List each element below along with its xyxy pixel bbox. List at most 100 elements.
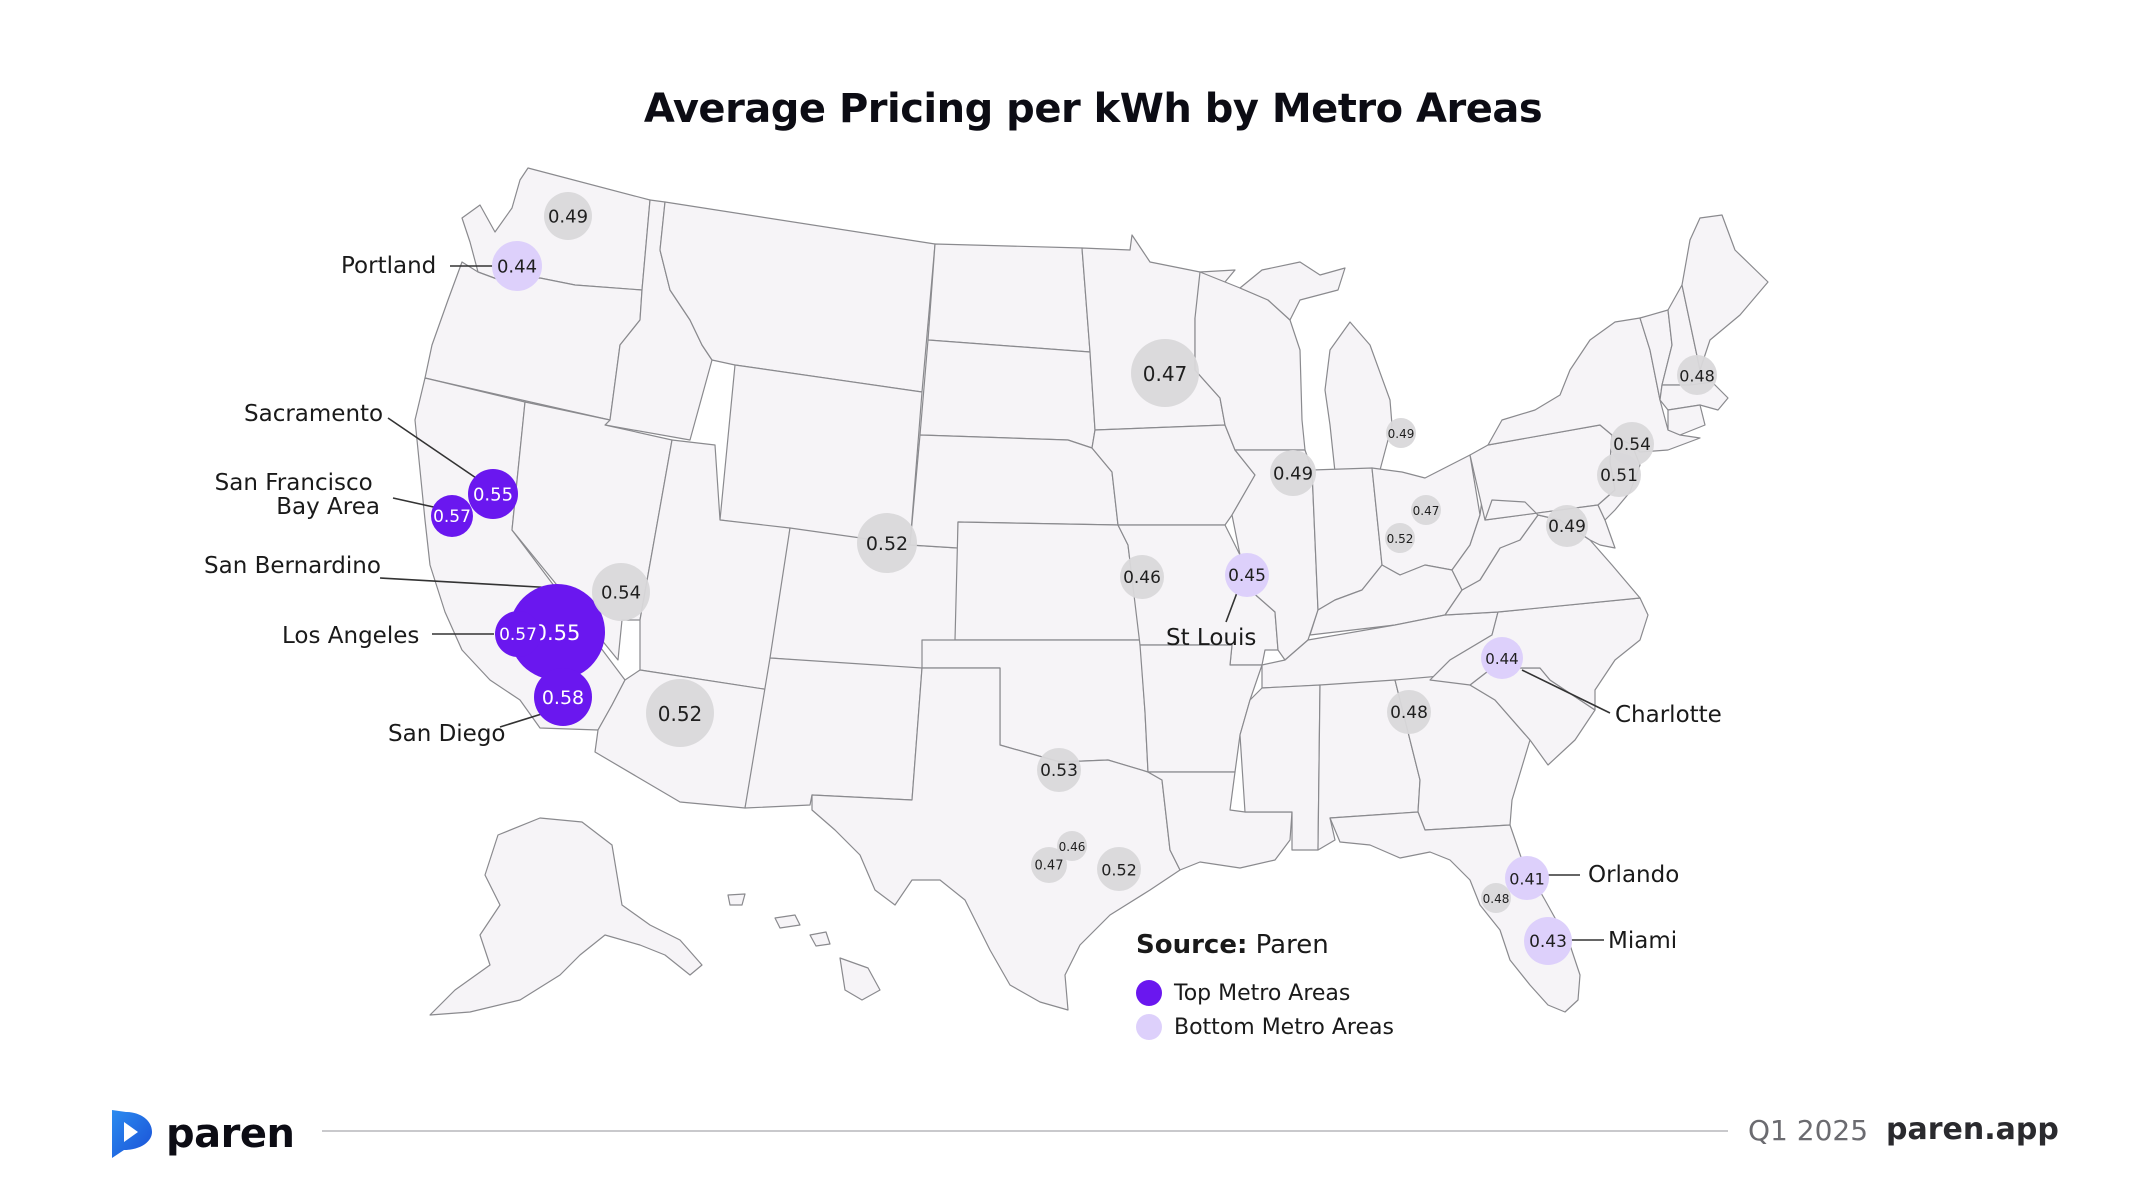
- label-san-diego: San Diego: [388, 721, 506, 747]
- state-louisiana: [1147, 771, 1293, 871]
- bubble-value-san-diego: 0.58: [542, 687, 584, 709]
- legend-top-swatch: [1136, 980, 1162, 1006]
- legend-top-label: Top Metro Areas: [1174, 980, 1351, 1006]
- quarter-label: Q1 2025: [1748, 1114, 1869, 1147]
- bubble-value-los-angeles: 0.57: [499, 625, 537, 645]
- state-michigan: [1239, 261, 1393, 473]
- bubble-value-portland: 0.44: [497, 257, 537, 278]
- bubble-austin: [1057, 831, 1087, 861]
- bubble-las-vegas: [592, 563, 650, 621]
- source-line: Source: Paren: [1136, 930, 1329, 960]
- bubble-portland: [492, 241, 542, 291]
- bubble-value-detroit: 0.49: [1388, 427, 1415, 441]
- bubble-phoenix: [646, 679, 714, 747]
- label-portland: Portland: [341, 253, 436, 279]
- label-sf-bay: San Francisco Bay Area: [215, 470, 380, 520]
- state-kentucky: [1309, 564, 1463, 636]
- state-south-dakota: [919, 339, 1096, 449]
- page-title: Average Pricing per kWh by Metro Areas: [643, 86, 1543, 132]
- bubble-layer: 0.55 0.52 0.47 0.52 0.58 0.54 0.44 0.55 0.49 0.43…: [431, 192, 1717, 965]
- label-san-bernardino: San Bernardino: [204, 553, 381, 579]
- bubble-value-kansas-city: 0.46: [1123, 568, 1161, 588]
- bubble-orlando: [1505, 856, 1549, 900]
- state-alaska: [429, 817, 703, 1016]
- legend-top: Top Metro Areas: [1136, 980, 1350, 1006]
- bubble-value-austin: 0.46: [1059, 840, 1086, 854]
- bubble-value-chicago: 0.49: [1273, 464, 1313, 485]
- bubble-charlotte: [1481, 637, 1523, 679]
- bubble-value-atlanta: 0.48: [1390, 703, 1428, 723]
- bubble-detroit: [1386, 418, 1416, 448]
- bubble-value-boston: 0.48: [1679, 367, 1715, 386]
- brand-name: paren: [166, 1111, 295, 1157]
- state-montana: [659, 201, 936, 393]
- bubble-value-charlotte: 0.44: [1485, 650, 1518, 668]
- bubble-dallas: [1037, 748, 1081, 792]
- bubble-miami: [1524, 917, 1572, 965]
- state-maine: [1681, 214, 1769, 371]
- state-hawaii-3: [774, 914, 801, 929]
- bubble-denver: [857, 513, 917, 573]
- bubble-washington: [1546, 505, 1588, 547]
- bubble-value-minneapolis: 0.47: [1143, 362, 1188, 386]
- label-los-angeles: Los Angeles: [282, 623, 419, 649]
- bubble-value-san-antonio: 0.47: [1035, 859, 1064, 874]
- label-sacramento: Sacramento: [244, 401, 383, 427]
- bubble-seattle: [544, 192, 592, 240]
- bubble-st-louis: [1225, 553, 1269, 597]
- bubble-value-new-york: 0.54: [1613, 435, 1651, 455]
- bubble-value-philadelphia: 0.51: [1600, 466, 1638, 486]
- bubble-los-angeles: [495, 611, 541, 657]
- label-orlando: Orlando: [1588, 862, 1679, 888]
- state-hawaii: [839, 957, 881, 1001]
- leader-charlotte: [1521, 669, 1611, 714]
- bubble-atlanta: [1387, 690, 1431, 734]
- bubble-value-houston: 0.52: [1101, 861, 1137, 880]
- bubble-san-diego: [534, 668, 592, 726]
- bubble-value-miami: 0.43: [1529, 932, 1567, 952]
- bubble-value-columbus: 0.47: [1413, 504, 1440, 518]
- label-sf-bay-line1: San Francisco: [215, 470, 373, 496]
- state-hawaii-4: [727, 893, 746, 906]
- source-value: Paren: [1255, 930, 1329, 960]
- bubble-sf-bay: [431, 495, 473, 537]
- label-charlotte: Charlotte: [1615, 702, 1722, 728]
- leader-sf-bay: [392, 497, 439, 509]
- bubble-minneapolis: [1131, 339, 1199, 407]
- leader-sacramento: [387, 417, 480, 481]
- bubble-philadelphia: [1597, 453, 1641, 497]
- footer-divider: [322, 1130, 1728, 1132]
- state-new-mexico: [744, 657, 923, 809]
- label-miami: Miami: [1608, 928, 1677, 954]
- bubble-value-st-louis: 0.45: [1228, 566, 1266, 586]
- state-connecticut: [1667, 404, 1706, 436]
- state-kansas: [954, 521, 1141, 641]
- leader-san-bernardino: [379, 577, 557, 589]
- bubble-tampa: [1481, 883, 1511, 913]
- bubble-value-cincinnati: 0.52: [1387, 532, 1414, 546]
- label-sf-bay-line2: Bay Area: [276, 494, 380, 520]
- city-labels-layer: Portland Sacramento San Francisco Bay Ar…: [204, 253, 1722, 954]
- bubble-boston: [1677, 355, 1717, 395]
- bubble-chicago: [1270, 450, 1316, 496]
- bubble-columbus: [1411, 495, 1441, 525]
- bubble-value-dallas: 0.53: [1040, 761, 1078, 781]
- bubble-cincinnati: [1385, 523, 1415, 553]
- bubble-houston: [1097, 847, 1141, 891]
- bubble-san-bernardino: [509, 584, 605, 680]
- legend-bottom-swatch: [1136, 1014, 1162, 1040]
- bubble-san-antonio: [1031, 847, 1067, 883]
- bubble-sacramento: [468, 469, 518, 519]
- bubble-value-denver: 0.52: [866, 533, 908, 555]
- brand-logo[interactable]: paren: [104, 1106, 295, 1162]
- label-st-louis: St Louis: [1166, 625, 1256, 651]
- bubble-value-washington: 0.49: [1548, 517, 1586, 537]
- bubble-value-sacramento: 0.55: [473, 485, 513, 506]
- site-link[interactable]: paren.app: [1886, 1112, 2059, 1147]
- paren-logo-icon: [112, 1110, 152, 1158]
- state-florida: [1329, 811, 1581, 1013]
- state-hawaii-2: [809, 931, 831, 947]
- bubble-value-las-vegas: 0.54: [601, 583, 641, 604]
- leader-st-louis: [1225, 589, 1239, 623]
